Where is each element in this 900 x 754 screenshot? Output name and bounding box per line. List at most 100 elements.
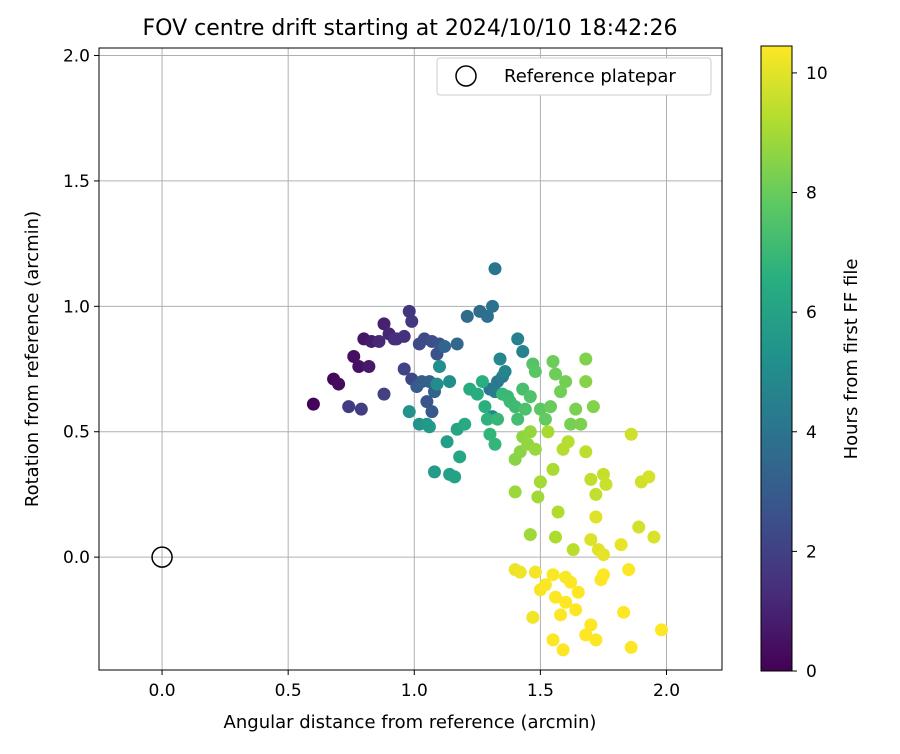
data-point — [377, 317, 391, 331]
data-point — [647, 530, 661, 544]
reference-platepar-marker — [151, 546, 173, 568]
data-point — [354, 402, 368, 416]
grid — [99, 48, 722, 670]
data-point — [589, 633, 603, 647]
y-tick-label: 0.0 — [63, 548, 90, 568]
data-point — [427, 465, 441, 479]
data-point — [478, 400, 492, 414]
data-point — [556, 643, 570, 657]
data-point — [440, 435, 454, 449]
colorbar-label: Hours from first FF file — [841, 259, 862, 460]
data-point — [483, 427, 497, 441]
data-point — [508, 485, 522, 499]
legend-marker — [455, 65, 477, 87]
data-point — [528, 565, 542, 579]
data-point — [518, 402, 532, 416]
colorbar-tick-label: 0 — [806, 662, 817, 682]
y-tick-label: 1.0 — [63, 297, 90, 317]
data-point — [523, 425, 537, 439]
colorbar-tick-label: 4 — [806, 423, 817, 443]
data-point — [511, 332, 525, 346]
data-point — [546, 355, 560, 369]
data-point — [352, 360, 366, 374]
data-point — [543, 400, 557, 414]
data-point — [362, 360, 376, 374]
data-point — [458, 417, 472, 431]
data-point — [624, 427, 638, 441]
y-tick-label: 1.5 — [63, 172, 90, 192]
reference-marker-group — [151, 546, 173, 568]
data-point — [342, 400, 356, 414]
data-point — [402, 304, 416, 318]
chart-title: FOV centre drift starting at 2024/10/10 … — [143, 16, 678, 41]
x-tick-label: 1.0 — [401, 681, 428, 701]
data-point — [485, 299, 499, 313]
data-point — [551, 505, 565, 519]
data-point — [599, 477, 613, 491]
data-point — [541, 425, 555, 439]
colorbar-ticks: 0 2 4 6 8 10 — [792, 64, 828, 682]
x-tick-label: 2.0 — [653, 681, 680, 701]
data-point — [397, 362, 411, 376]
data-point — [533, 475, 547, 489]
data-point — [422, 420, 436, 434]
data-point — [430, 377, 444, 391]
data-point — [538, 578, 552, 592]
data-point — [546, 568, 560, 582]
data-point — [596, 467, 610, 481]
data-point — [397, 329, 411, 343]
data-point — [523, 528, 537, 542]
data-point — [624, 640, 638, 654]
data-point — [596, 548, 610, 562]
data-point — [498, 365, 512, 379]
data-point — [654, 623, 668, 637]
data-point — [493, 352, 507, 366]
data-point — [561, 435, 575, 449]
data-point — [538, 412, 552, 426]
data-point — [571, 585, 585, 599]
data-point — [642, 470, 656, 484]
data-point — [596, 568, 610, 582]
plot-frame — [98, 47, 723, 671]
y-tick-label: 2.0 — [63, 47, 90, 67]
data-point — [528, 442, 542, 456]
data-point — [549, 590, 563, 604]
data-point — [579, 375, 593, 389]
data-point — [433, 360, 447, 374]
data-point — [554, 608, 568, 622]
data-point — [559, 595, 573, 609]
data-point — [508, 400, 522, 414]
data-point — [589, 510, 603, 524]
data-point — [566, 543, 580, 557]
data-point — [425, 405, 439, 419]
data-point — [453, 450, 467, 464]
data-point — [347, 349, 361, 363]
legend: Reference platepar — [436, 57, 712, 96]
data-point — [586, 400, 600, 414]
data-point — [559, 570, 573, 584]
colorbar: 0 2 4 6 8 10 Hours from first FF file — [760, 45, 862, 682]
data-point — [559, 375, 573, 389]
data-point — [526, 610, 540, 624]
x-tick-label: 1.5 — [527, 681, 554, 701]
data-points — [306, 262, 668, 657]
y-axis-label: Rotation from reference (arcmin) — [22, 211, 43, 507]
data-point — [584, 533, 598, 547]
x-tick-label: 0.5 — [275, 681, 302, 701]
data-point — [564, 417, 578, 431]
data-point — [549, 530, 563, 544]
data-point — [372, 334, 386, 348]
data-point — [617, 605, 631, 619]
data-point — [533, 402, 547, 416]
data-point — [443, 375, 457, 389]
data-point — [579, 352, 593, 366]
data-point — [579, 445, 593, 459]
data-point — [584, 472, 598, 486]
data-point — [460, 309, 474, 323]
data-point — [589, 487, 603, 501]
data-point — [332, 377, 346, 391]
colorbar-tick-label: 2 — [806, 542, 817, 562]
data-point — [480, 309, 494, 323]
